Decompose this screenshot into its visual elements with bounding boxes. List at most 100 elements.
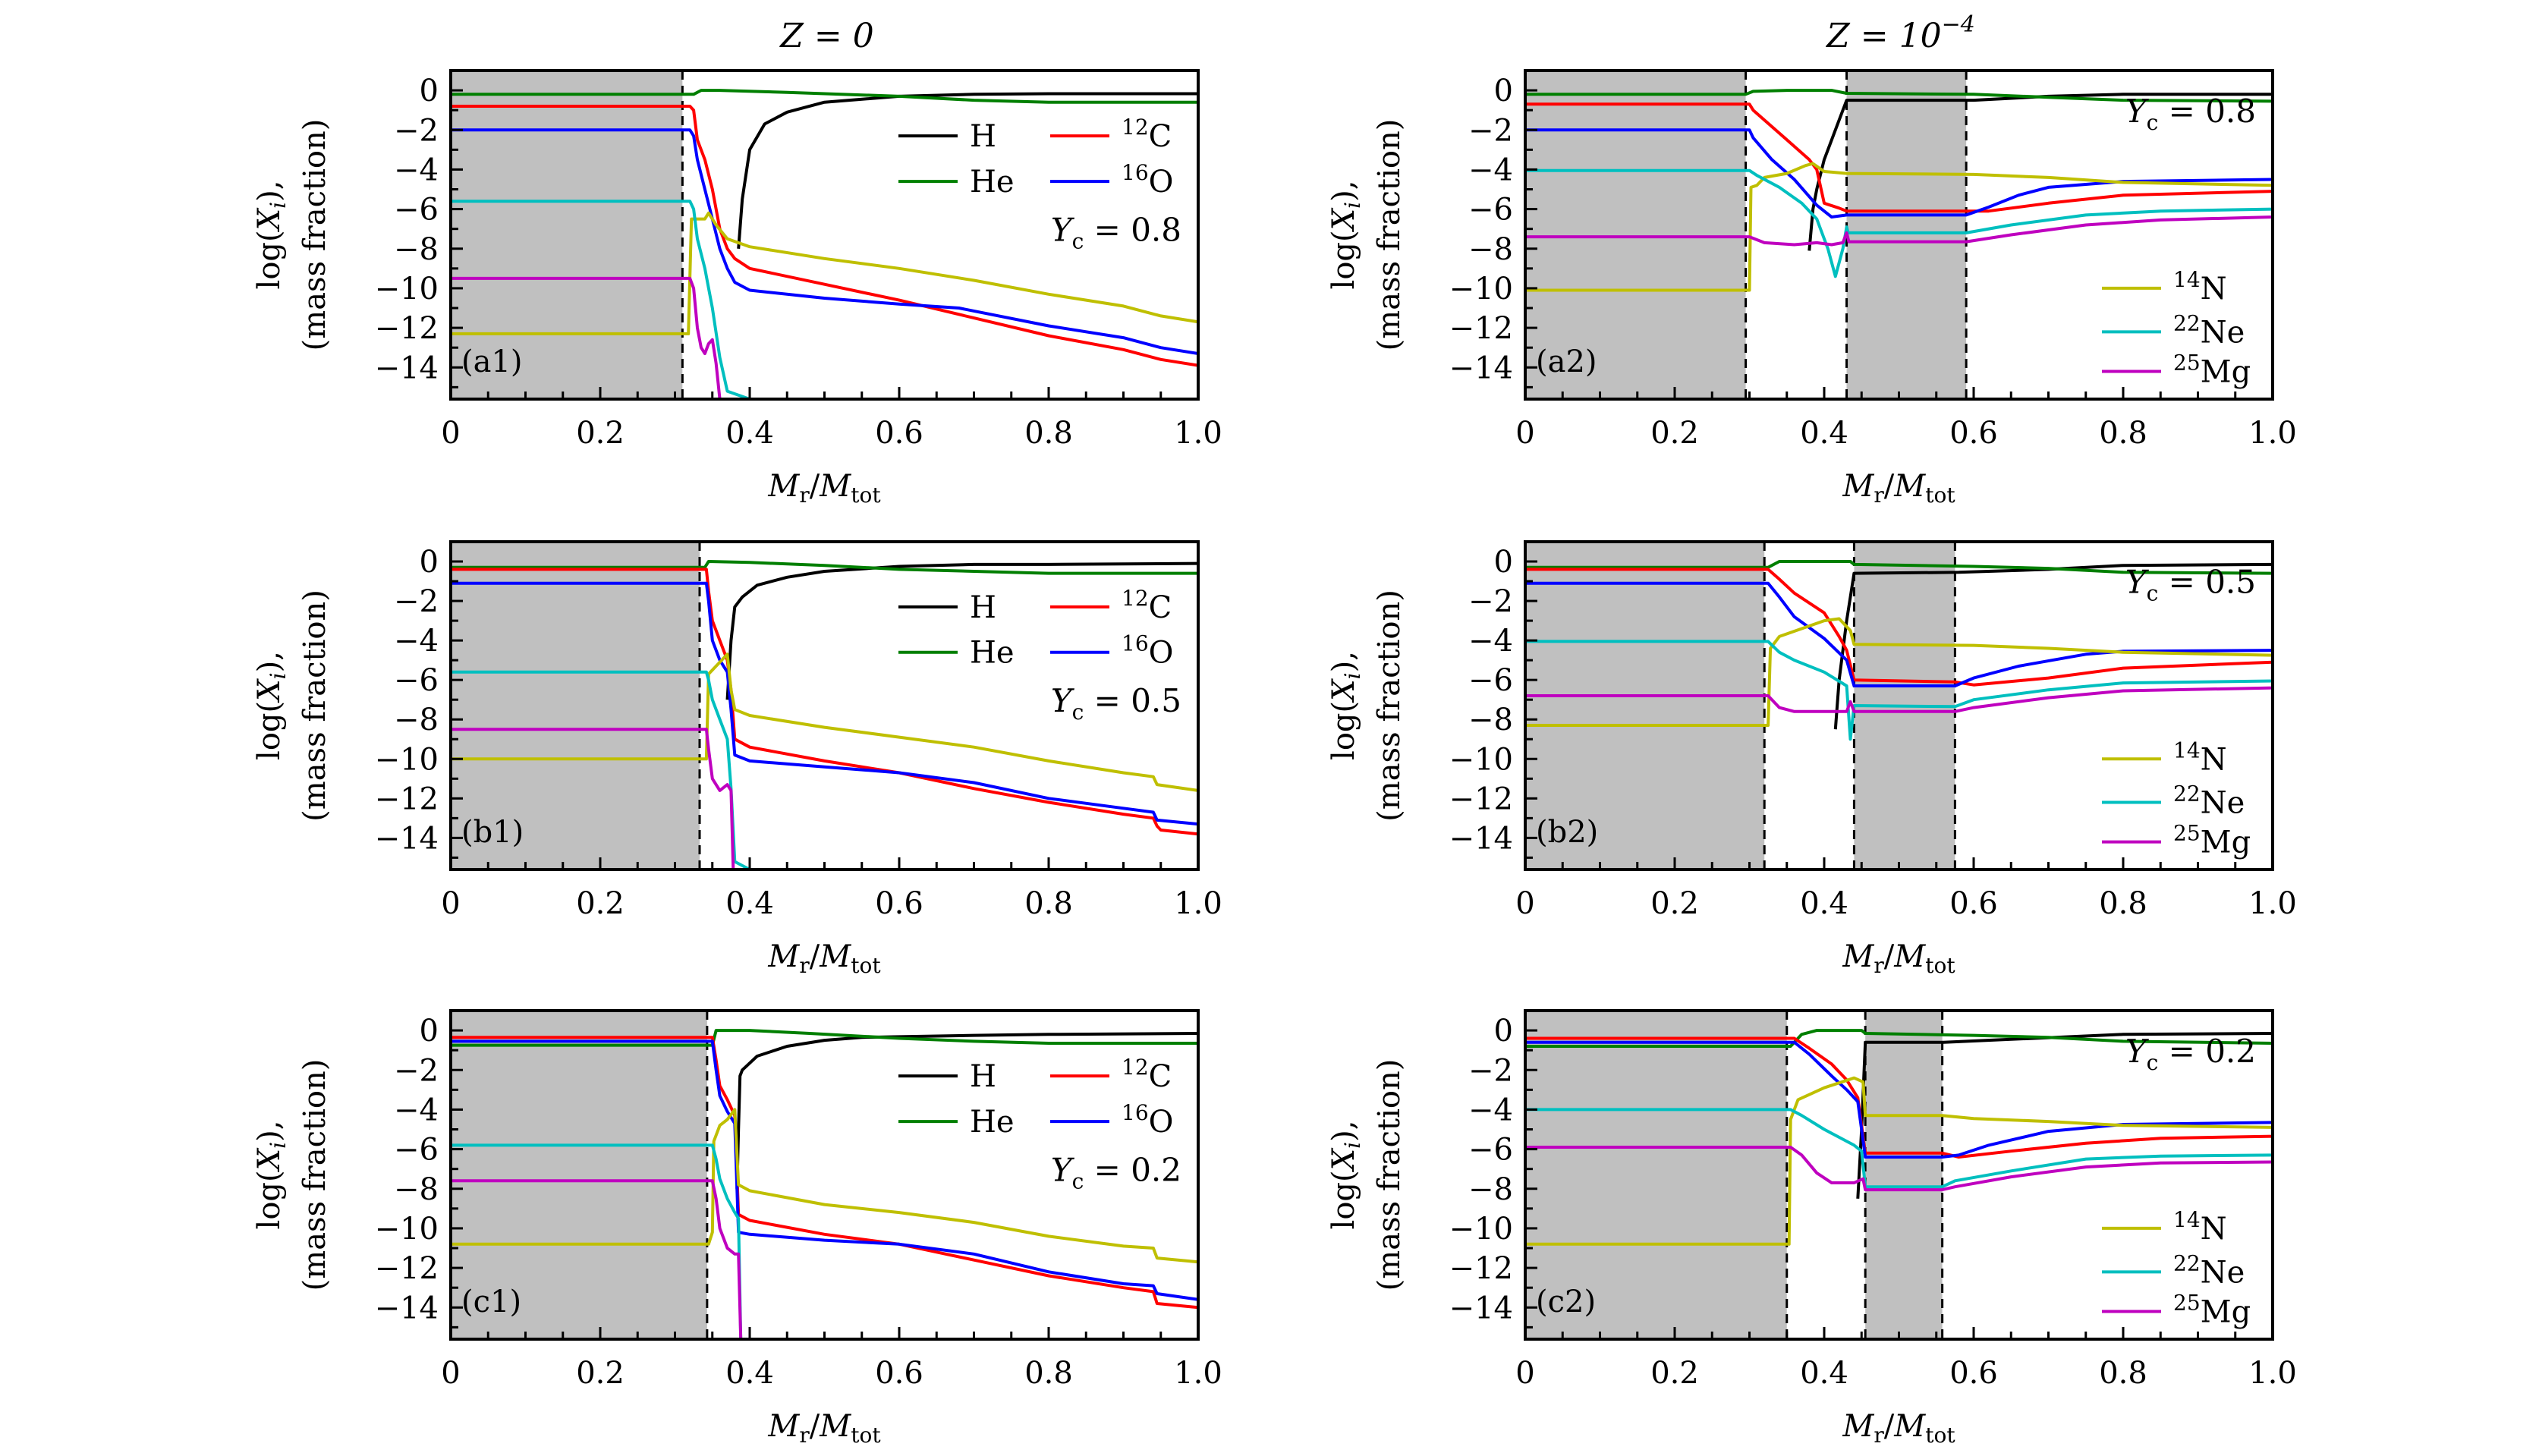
yc-value: = 0.8 xyxy=(1084,211,1181,248)
x-label-sub-tot: tot xyxy=(851,483,881,508)
legend-element: Ne xyxy=(2201,315,2245,350)
series-line-Mg25 xyxy=(451,1179,743,1339)
legend-label-He: He xyxy=(970,165,1015,200)
series-line-O16 xyxy=(1525,1040,2273,1159)
legend-element: N xyxy=(2201,742,2227,777)
x-tick-label: 0 xyxy=(1515,886,1534,921)
x-tick-label: 0 xyxy=(441,416,460,451)
x-tick-label: 0.8 xyxy=(2099,886,2147,921)
y-label-sub-i: i xyxy=(266,672,291,679)
y-tick-label: −4 xyxy=(1468,624,1513,659)
plot-frame xyxy=(449,1009,1200,1341)
yc-value: = 0.5 xyxy=(2158,564,2256,601)
column-title-text: Z = 10 xyxy=(1825,17,1941,55)
x-tick-label: 0.2 xyxy=(576,886,625,921)
x-axis-label: Mr/Mtot xyxy=(767,1409,881,1448)
y-label-sub-i: i xyxy=(266,1142,291,1149)
yc-var: Y xyxy=(1051,682,1075,719)
y-tick-label: −8 xyxy=(394,232,439,267)
y-tick-label: −8 xyxy=(1468,1172,1513,1207)
y-axis-label-line1: log(Xi), xyxy=(1326,1121,1365,1230)
legend-element: Mg xyxy=(2201,825,2251,860)
series-line-N14 xyxy=(451,1108,1198,1264)
legend-label-N14: 14N xyxy=(2173,1207,2227,1247)
y-tick-label: −2 xyxy=(1468,113,1513,148)
x-tick-label: 0 xyxy=(1515,1356,1534,1391)
legend-superscript: 12 xyxy=(1122,1055,1149,1080)
convective-zone-shade xyxy=(1865,1011,1943,1339)
legend: H 12C He 16O xyxy=(898,115,1173,200)
y-tick-label: −10 xyxy=(1449,742,1513,777)
x-tick-label: 0 xyxy=(441,1356,460,1391)
x-tick-label: 0.4 xyxy=(1800,1356,1848,1391)
x-tick-label: 0.4 xyxy=(725,886,774,921)
yc-value: = 0.2 xyxy=(2158,1033,2256,1070)
legend-label-C12: 12C xyxy=(1122,115,1172,154)
legend-element: Mg xyxy=(2201,1294,2251,1329)
x-tick-label: 1.0 xyxy=(1174,1356,1222,1391)
series-line-O16 xyxy=(1525,581,2273,687)
y-axis-label-line2: (mass fraction) xyxy=(1372,119,1407,351)
x-axis-label: Mr/Mtot xyxy=(1842,1409,1955,1448)
y-tick-label: −12 xyxy=(375,1251,439,1286)
series-line-C12 xyxy=(1525,102,2273,213)
yc-sub: c xyxy=(1072,700,1084,725)
x-tick-label: 0.8 xyxy=(1024,1356,1073,1391)
x-tick-label: 1.0 xyxy=(2248,1356,2297,1391)
y-tick-label: −12 xyxy=(375,781,439,816)
x-tick-label: 0.8 xyxy=(2099,1356,2147,1391)
x-axis-label: Mr/Mtot xyxy=(1842,469,1955,508)
series-line-H xyxy=(1833,562,2273,730)
x-label-m: M xyxy=(767,1409,800,1444)
x-label-m: M xyxy=(1893,469,1926,504)
series-line-Ne22 xyxy=(1525,640,2273,741)
series-line-Ne22 xyxy=(451,1143,743,1339)
legend-element: N xyxy=(2201,272,2227,307)
y-label-x: X xyxy=(1326,1147,1361,1172)
plot-frame xyxy=(449,540,1200,871)
x-label-m: M xyxy=(819,939,851,974)
y-tick-label: 0 xyxy=(1494,545,1513,580)
y-tick-label: −10 xyxy=(1449,272,1513,307)
yc-sub: c xyxy=(1072,228,1084,253)
yc-label: Yc = 0.8 xyxy=(1051,211,1181,253)
convective-zone-shade xyxy=(1846,71,1967,399)
legend: H 12C He 16O xyxy=(898,1055,1173,1140)
legend-label-Ne22: 22Ne xyxy=(2173,310,2245,350)
column-title-superscript: −4 xyxy=(1942,11,1975,38)
x-label-sub-r: r xyxy=(1874,483,1884,508)
y-tick-label: −2 xyxy=(394,113,439,148)
legend-label-He: He xyxy=(970,1105,1015,1140)
y-tick-label: −10 xyxy=(1449,1212,1513,1247)
y-axis-label-line1: log(Xi), xyxy=(252,181,291,290)
legend-element: He xyxy=(970,636,1015,671)
y-tick-label: 0 xyxy=(420,1014,439,1049)
legend-label-C12: 12C xyxy=(1122,586,1172,625)
y-tick-label: −14 xyxy=(1449,821,1513,856)
series-line-O16 xyxy=(451,581,1198,826)
panel-tag: (c2) xyxy=(1536,1285,1596,1319)
x-label-sub-r: r xyxy=(1874,1423,1884,1448)
x-tick-label: 0.2 xyxy=(1650,886,1699,921)
y-axis-label-line1: log(Xi), xyxy=(252,651,291,760)
x-label-m: M xyxy=(819,1409,851,1444)
x-label-sub-r: r xyxy=(1874,953,1884,978)
x-label-slash: / xyxy=(1884,469,1895,504)
x-label-sub-tot: tot xyxy=(1925,483,1955,508)
y-tick-label: −12 xyxy=(1449,1251,1513,1286)
y-tick-label: −4 xyxy=(394,624,439,659)
legend-label-Mg25: 25Mg xyxy=(2173,821,2251,860)
legend-element: N xyxy=(2201,1212,2227,1247)
x-tick-label: 0.6 xyxy=(875,886,923,921)
column-title-z0: Z = 0 xyxy=(779,17,873,55)
y-label-close: ), xyxy=(1326,181,1361,202)
x-tick-label: 0.8 xyxy=(2099,416,2147,451)
y-axis-label-line1: log(Xi), xyxy=(252,1121,291,1230)
x-axis-label: Mr/Mtot xyxy=(767,469,881,508)
legend-superscript: 14 xyxy=(2173,1207,2201,1232)
series-line-O16 xyxy=(1525,128,2273,219)
series-group xyxy=(451,1029,1198,1339)
x-tick-label: 0 xyxy=(441,886,460,921)
legend-element: H xyxy=(970,590,996,625)
x-tick-label: 0.2 xyxy=(1650,1356,1699,1391)
